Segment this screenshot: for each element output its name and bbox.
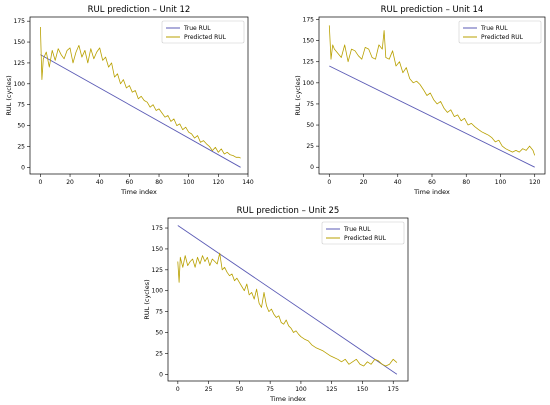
x-tick-label: 0 bbox=[327, 179, 331, 186]
chart-title: RUL prediction – Unit 12 bbox=[88, 5, 191, 15]
y-tick-label: 50 bbox=[17, 123, 25, 130]
chart-title: RUL prediction – Unit 14 bbox=[381, 5, 484, 15]
legend-entry: Predicted RUL bbox=[344, 235, 387, 242]
y-tick-label: 0 bbox=[310, 164, 314, 171]
x-tick-label: 75 bbox=[266, 386, 274, 393]
series-line-true-rul bbox=[329, 65, 535, 168]
x-tick-label: 80 bbox=[462, 179, 470, 186]
y-tick-label: 125 bbox=[152, 267, 164, 274]
x-tick-label: 100 bbox=[495, 179, 507, 186]
x-tick-label: 20 bbox=[66, 179, 74, 186]
x-tick-label: 100 bbox=[295, 386, 307, 393]
x-tick-label: 50 bbox=[236, 386, 244, 393]
x-tick-label: 100 bbox=[183, 179, 195, 186]
y-tick-label: 150 bbox=[303, 38, 315, 45]
y-axis-label: RUL (cycles) bbox=[5, 75, 13, 115]
legend-box bbox=[458, 20, 542, 44]
series-line-predicted-rul bbox=[328, 25, 536, 156]
legend-entry: True RUL bbox=[480, 25, 508, 32]
x-axis-label: Time index bbox=[269, 395, 306, 403]
x-tick-label: 60 bbox=[126, 179, 134, 186]
x-tick-label: 0 bbox=[176, 386, 180, 393]
x-tick-label: 20 bbox=[360, 179, 368, 186]
legend-box bbox=[161, 20, 245, 44]
y-tick-label: 125 bbox=[14, 60, 26, 67]
series-line-predicted-rul bbox=[40, 26, 241, 159]
x-tick-label: 120 bbox=[213, 179, 225, 186]
x-tick-label: 25 bbox=[205, 386, 213, 393]
y-tick-label: 25 bbox=[155, 350, 163, 357]
x-tick-label: 60 bbox=[428, 179, 436, 186]
x-tick-label: 40 bbox=[394, 179, 402, 186]
plot-area bbox=[167, 217, 409, 382]
series-line-true-rul bbox=[40, 54, 241, 168]
x-axis-label: Time index bbox=[413, 188, 450, 196]
y-tick-label: 50 bbox=[155, 330, 163, 337]
x-tick-label: 0 bbox=[38, 179, 42, 186]
x-tick-label: 80 bbox=[155, 179, 163, 186]
legend-entry: True RUL bbox=[183, 25, 211, 32]
chart-unit-14: 0 20 40 60 80 100 120 0 25 50 75 100 125 150 175 RUL pr… bbox=[294, 5, 546, 196]
legend-entry: Predicted RUL bbox=[481, 34, 524, 41]
y-axis-label: RUL (cycles) bbox=[294, 75, 302, 115]
series-line-true-rul bbox=[177, 225, 398, 375]
y-tick-label: 150 bbox=[14, 39, 26, 46]
y-tick-label: 50 bbox=[306, 122, 314, 129]
y-tick-label: 100 bbox=[152, 288, 164, 295]
chart-title: RUL prediction – Unit 25 bbox=[237, 206, 340, 216]
y-tick-label: 25 bbox=[17, 143, 25, 150]
series-line-predicted-rul bbox=[177, 252, 398, 367]
y-tick-label: 150 bbox=[152, 246, 164, 253]
x-tick-label: 120 bbox=[529, 179, 541, 186]
y-tick-label: 25 bbox=[306, 143, 314, 150]
y-tick-label: 0 bbox=[21, 164, 25, 171]
x-tick-label: 150 bbox=[357, 386, 369, 393]
x-tick-label: 125 bbox=[326, 386, 338, 393]
y-tick-label: 125 bbox=[303, 59, 315, 66]
x-tick-label: 140 bbox=[242, 179, 254, 186]
x-tick-label: 40 bbox=[96, 179, 104, 186]
chart-unit-12: 0 20 40 60 80 100 120 140 0 25 50 75 100 125 150 175 RUL… bbox=[5, 5, 254, 196]
y-axis-label: RUL (cycles) bbox=[143, 279, 151, 319]
y-tick-label: 100 bbox=[303, 80, 315, 87]
legend-entry: True RUL bbox=[343, 226, 371, 233]
y-tick-label: 175 bbox=[14, 18, 26, 25]
y-tick-label: 175 bbox=[152, 225, 164, 232]
legend-entry: Predicted RUL bbox=[184, 34, 227, 41]
y-tick-label: 75 bbox=[306, 101, 314, 108]
x-tick-label: 175 bbox=[388, 386, 400, 393]
y-tick-label: 75 bbox=[155, 309, 163, 316]
y-tick-label: 175 bbox=[303, 17, 315, 24]
y-tick-label: 0 bbox=[159, 371, 163, 378]
y-tick-label: 75 bbox=[17, 102, 25, 109]
chart-unit-25: 0 25 50 75 100 125 150 175 0 25 50 75 100 125 150 175 RU… bbox=[143, 206, 409, 403]
x-axis-label: Time index bbox=[120, 188, 157, 196]
legend-box bbox=[321, 221, 405, 245]
y-tick-label: 100 bbox=[14, 81, 26, 88]
